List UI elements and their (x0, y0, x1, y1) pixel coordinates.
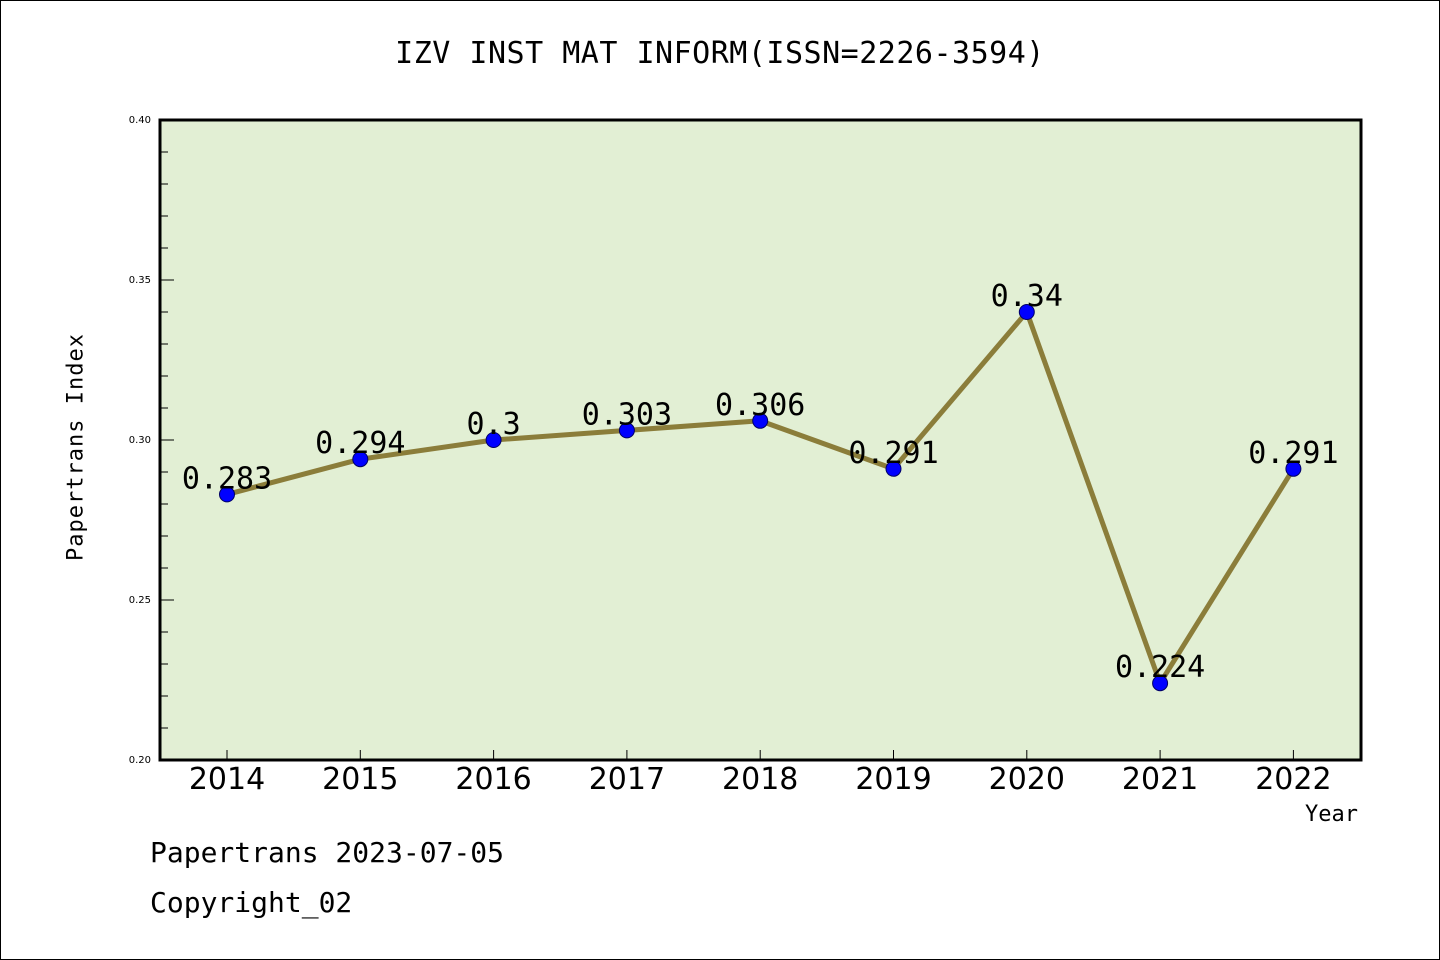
plot-border (158, 118, 1363, 762)
data-point (485, 432, 502, 448)
data-point (885, 460, 902, 477)
x-axis-title: Year (1305, 802, 1358, 827)
x-tick-label: 2022 (1255, 762, 1331, 797)
series-points (219, 304, 1302, 692)
y-tick-label: 0.20 (129, 755, 151, 766)
y-tick-label: 0.35 (129, 275, 151, 286)
data-labels: 0.283 0.294 0.3 0.303 0.306 0.291 0.34 0.224 0.2… (182, 279, 1339, 685)
data-label: 0.291 (848, 436, 938, 471)
data-point (352, 451, 369, 468)
data-label: 0.224 (1115, 650, 1205, 685)
x-tick-label: 2018 (722, 762, 798, 797)
x-ticks (226, 750, 1294, 760)
x-tick-label: 2017 (589, 762, 665, 797)
plot-area (160, 120, 1361, 760)
x-tick-label: 2014 (189, 762, 265, 797)
data-label: 0.34 (991, 279, 1063, 314)
x-tick-labels: 2014 2015 2016 2017 2018 2019 2020 2021 2022 (189, 762, 1332, 797)
x-tick-label: 2019 (855, 762, 931, 797)
data-label: 0.283 (182, 461, 272, 496)
data-point (1152, 675, 1169, 692)
data-point (219, 486, 235, 503)
data-label: 0.291 (1248, 436, 1338, 471)
x-tick-label: 2021 (1122, 762, 1198, 797)
data-point (618, 422, 635, 439)
data-point (1018, 304, 1035, 320)
data-label: 0.306 (715, 388, 805, 423)
x-tick-label: 2015 (322, 762, 398, 797)
chart-title: IZV INST MAT INFORM(ISSN=2226-3594) (395, 36, 1045, 71)
data-label: 0.294 (315, 426, 405, 461)
x-tick-label: 2016 (455, 762, 531, 797)
footer-copyright: Copyright_02 (150, 886, 353, 919)
footer-date: Papertrans 2023-07-05 (150, 836, 505, 869)
x-tick-label: 2020 (989, 762, 1065, 797)
y-tick-label: 0.40 (129, 115, 151, 126)
data-label: 0.303 (582, 397, 672, 432)
data-point (1285, 460, 1302, 477)
y-tick-label: 0.25 (129, 595, 151, 606)
data-label: 0.3 (467, 407, 521, 442)
data-point (752, 412, 769, 429)
y-tick-labels: 0.20 0.25 0.30 0.35 0.40 (129, 115, 151, 766)
y-tick-label: 0.30 (129, 435, 151, 446)
